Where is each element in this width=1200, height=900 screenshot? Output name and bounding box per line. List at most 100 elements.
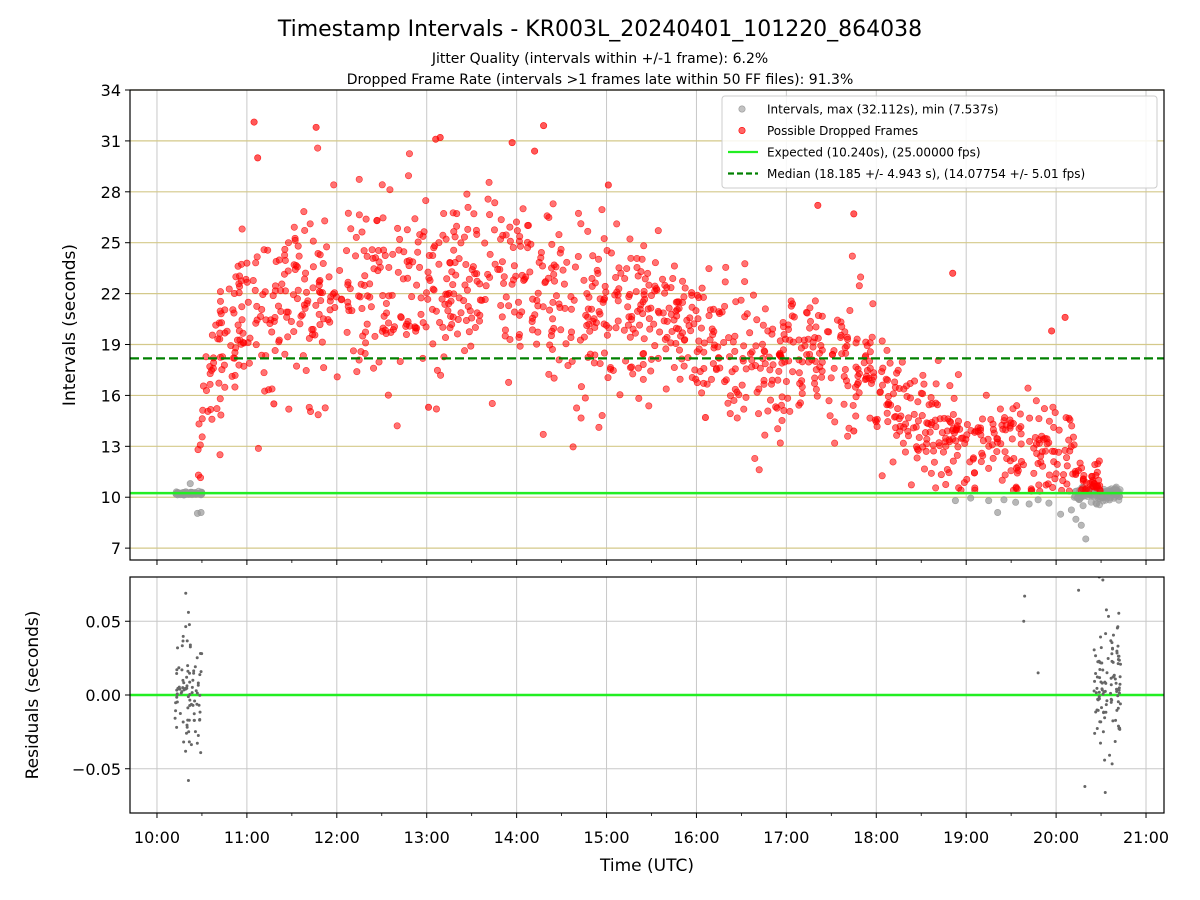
dropped-frame-point bbox=[501, 332, 509, 340]
intervals-data bbox=[172, 118, 1124, 543]
residual-point bbox=[1116, 687, 1120, 691]
dropped-frame-point bbox=[453, 222, 461, 230]
dropped-frame-point bbox=[271, 287, 279, 295]
residual-point bbox=[173, 716, 177, 720]
dropped-frame-point bbox=[194, 471, 202, 479]
dropped-frame-point bbox=[970, 469, 978, 477]
dropped-frame-point bbox=[866, 414, 874, 422]
dropped-frame-point bbox=[1093, 468, 1101, 476]
dropped-frame-point bbox=[317, 297, 325, 305]
dropped-frame-point bbox=[448, 320, 456, 328]
dropped-frame-point bbox=[404, 172, 412, 180]
dropped-frame-point bbox=[228, 372, 236, 380]
dropped-frame-point bbox=[208, 366, 216, 374]
dropped-frame-point bbox=[1095, 476, 1103, 484]
residual-point bbox=[1116, 700, 1120, 704]
interval-point bbox=[1045, 499, 1053, 507]
dropped-frame-point bbox=[531, 311, 539, 319]
dropped-frame-point bbox=[588, 282, 596, 290]
dropped-frame-point bbox=[312, 123, 320, 131]
residual-point bbox=[175, 688, 179, 692]
dropped-frame-point bbox=[920, 380, 928, 388]
dropped-frame-point bbox=[732, 298, 740, 306]
dropped-frame-point bbox=[1062, 414, 1070, 422]
dropped-frame-point bbox=[639, 310, 647, 318]
dropped-frame-point bbox=[663, 333, 671, 341]
dropped-frame-point bbox=[375, 358, 383, 366]
dropped-frame-point bbox=[1017, 457, 1025, 465]
dropped-frame-point bbox=[438, 295, 446, 303]
dropped-frame-point bbox=[574, 253, 582, 261]
x-tick-label: 21:00 bbox=[1123, 828, 1169, 847]
y-tick-label-top: 31 bbox=[101, 132, 121, 151]
dropped-frame-point bbox=[539, 430, 547, 438]
dropped-frame-point bbox=[789, 368, 797, 376]
dropped-frame-point bbox=[278, 280, 286, 288]
intervals-panel: 7 10 13 16 19 22 25 28 31 34 bbox=[101, 81, 1165, 561]
residual-point bbox=[1096, 708, 1100, 712]
dropped-frame-point bbox=[1063, 480, 1071, 488]
dropped-frame-point bbox=[894, 405, 902, 413]
dropped-frame-point bbox=[505, 378, 513, 386]
dropped-frame-point bbox=[220, 361, 228, 369]
dropped-frame-point bbox=[707, 375, 715, 383]
residual-point bbox=[185, 686, 189, 690]
interval-point bbox=[994, 508, 1002, 516]
residual-point bbox=[1117, 727, 1121, 731]
dropped-frame-point bbox=[1055, 426, 1063, 434]
dropped-frame-point bbox=[830, 364, 838, 372]
dropped-frame-point bbox=[470, 210, 478, 218]
dropped-frame-point bbox=[378, 181, 386, 189]
dropped-frame-point bbox=[604, 181, 612, 189]
dropped-frame-point bbox=[449, 281, 457, 289]
dropped-frame-point bbox=[726, 392, 734, 400]
dropped-frame-point bbox=[632, 288, 640, 296]
dropped-frame-point bbox=[508, 139, 516, 147]
dropped-frame-point bbox=[323, 243, 331, 251]
y-tick-label-bottom: −0.05 bbox=[72, 760, 121, 779]
interval-point bbox=[186, 480, 194, 488]
dropped-frame-point bbox=[627, 254, 635, 262]
dropped-frame-point bbox=[1014, 463, 1022, 471]
dropped-frame-point bbox=[935, 439, 943, 447]
dropped-frame-point bbox=[876, 388, 884, 396]
dropped-frame-point bbox=[949, 457, 957, 465]
residual-point bbox=[1118, 675, 1122, 679]
dropped-frame-point bbox=[595, 255, 603, 263]
residual-point bbox=[1113, 677, 1117, 681]
dropped-frame-point bbox=[779, 323, 787, 331]
dropped-frame-point bbox=[614, 317, 622, 325]
dropped-frame-point bbox=[724, 399, 732, 407]
dropped-frame-point bbox=[208, 331, 216, 339]
residual-point bbox=[1118, 682, 1122, 686]
dropped-frame-point bbox=[497, 301, 505, 309]
dropped-frame-point bbox=[379, 324, 387, 332]
dropped-frame-point bbox=[818, 367, 826, 375]
dropped-frame-point bbox=[814, 201, 822, 209]
dropped-frame-point bbox=[814, 312, 822, 320]
residuals-panel: −0.05 0.00 0.05 bbox=[72, 576, 1165, 814]
dropped-frame-point bbox=[457, 239, 465, 247]
dropped-frame-point bbox=[963, 431, 971, 439]
legend-expected-label: Expected (10.240s), (25.00000 fps) bbox=[767, 146, 981, 160]
dropped-frame-point bbox=[721, 278, 729, 286]
dropped-frame-point bbox=[700, 379, 708, 387]
residual-point bbox=[186, 706, 190, 710]
dropped-frame-point bbox=[550, 374, 558, 382]
dropped-frame-point bbox=[416, 263, 424, 271]
residual-point bbox=[185, 639, 189, 643]
dropped-frame-point bbox=[1032, 440, 1040, 448]
dropped-frame-point bbox=[638, 255, 646, 263]
dropped-frame-point bbox=[574, 209, 582, 217]
dropped-frame-point bbox=[462, 261, 470, 269]
dropped-frame-point bbox=[245, 359, 253, 367]
dropped-frame-point bbox=[640, 287, 648, 295]
dropped-frame-point bbox=[1008, 435, 1016, 443]
residual-point bbox=[195, 656, 199, 660]
dropped-frame-point bbox=[230, 289, 238, 297]
dropped-frame-point bbox=[363, 320, 371, 328]
dropped-frame-point bbox=[463, 286, 471, 294]
dropped-frame-point bbox=[879, 364, 887, 372]
dropped-frame-point bbox=[1063, 462, 1071, 470]
dropped-frame-point bbox=[385, 292, 393, 300]
